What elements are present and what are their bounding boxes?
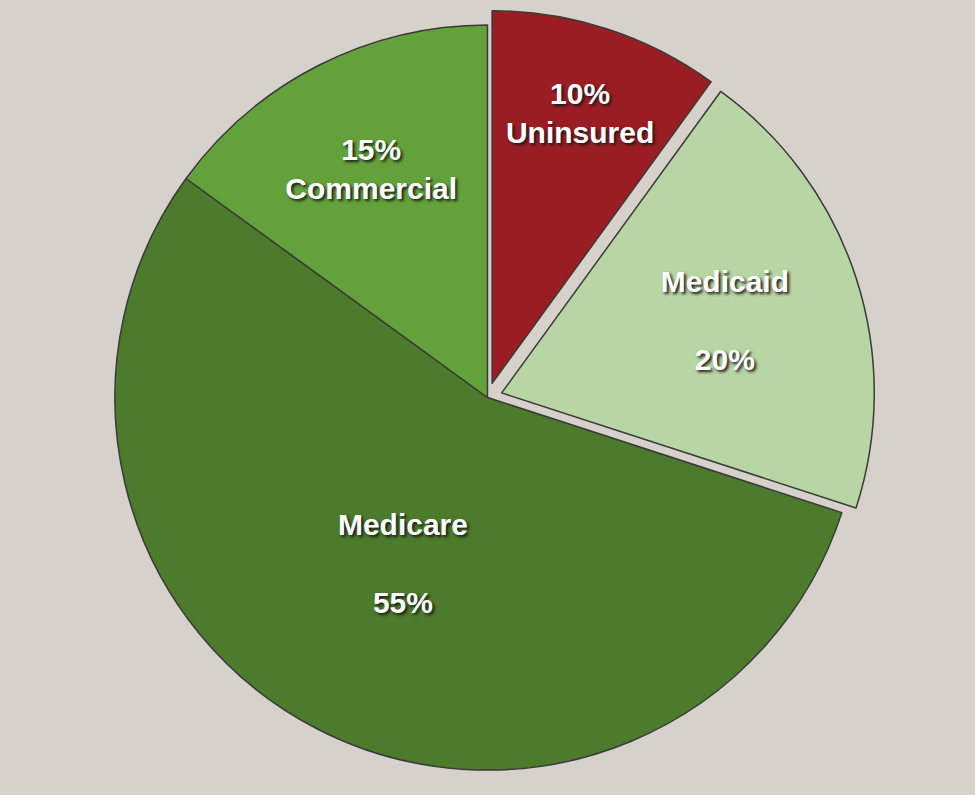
svg-text:10%Uninsured: 10%Uninsured: [506, 77, 654, 149]
svg-text:Medicaid20%: Medicaid20%: [661, 265, 789, 376]
svg-text:Medicare55%: Medicare55%: [338, 508, 468, 619]
svg-text:15%Commercial: 15%Commercial: [285, 133, 457, 205]
